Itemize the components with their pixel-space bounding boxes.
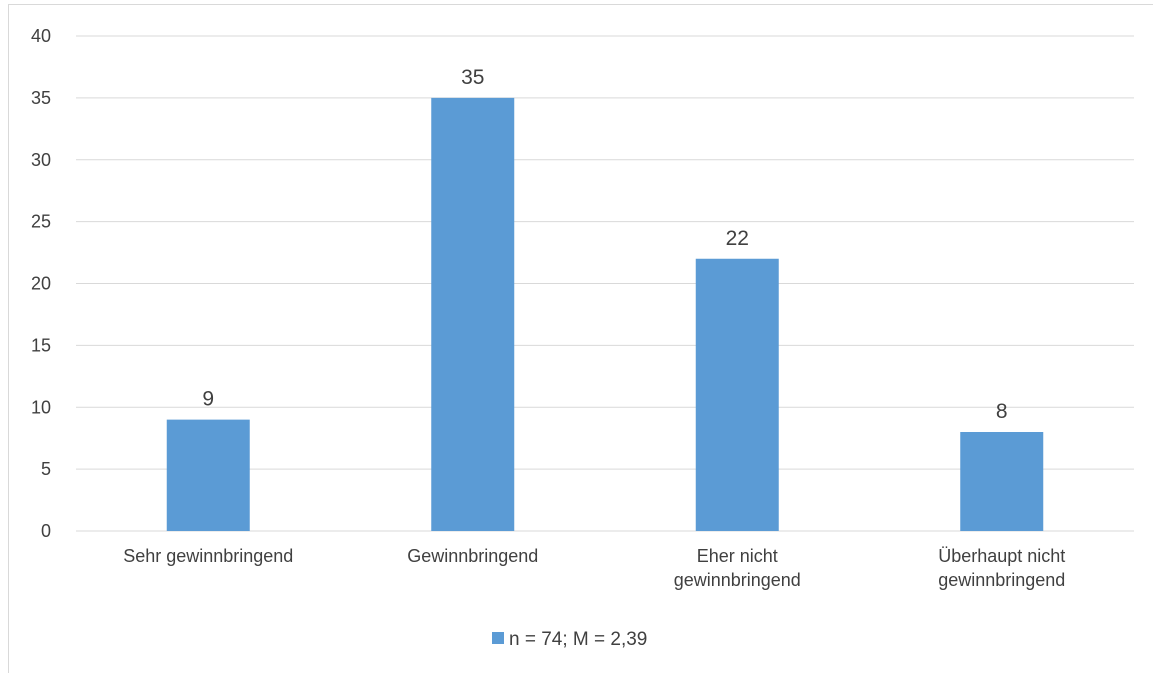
bar: [960, 432, 1044, 531]
x-tick-label: Eher nicht gewinnbringend: [674, 546, 801, 590]
y-tick-label: 35: [31, 88, 51, 108]
data-label: 9: [202, 388, 214, 411]
bar: [166, 419, 250, 531]
bar: [431, 97, 515, 531]
legend-swatch: [492, 632, 504, 644]
data-label: 8: [996, 400, 1008, 423]
y-tick-label: 20: [31, 274, 51, 294]
data-label: 35: [461, 66, 484, 89]
data-label: 22: [726, 227, 749, 250]
y-tick-label: 25: [31, 212, 51, 232]
y-tick-label: 30: [31, 150, 51, 170]
legend-label: n = 74; M = 2,39: [509, 629, 647, 650]
y-tick-label: 15: [31, 335, 51, 355]
bar-chart: 0 5 10 15 20 25 30 35 40 9 Sehr gewinnbringend 35 Ge…: [31, 26, 1134, 650]
y-tick-label: 10: [31, 397, 51, 417]
y-tick-label: 40: [31, 26, 51, 46]
x-tick-label: Gewinnbringend: [407, 546, 538, 566]
y-tick-label: 0: [41, 521, 51, 541]
y-tick-label: 5: [41, 459, 51, 479]
chart-area: 0 5 10 15 20 25 30 35 40 9 Sehr gewinnbringend 35 Ge…: [8, 4, 1153, 673]
x-tick-label: Sehr gewinnbringend: [123, 546, 293, 566]
bar: [695, 258, 779, 531]
x-tick-label: Überhaupt nicht gewinnbringend: [938, 546, 1065, 590]
